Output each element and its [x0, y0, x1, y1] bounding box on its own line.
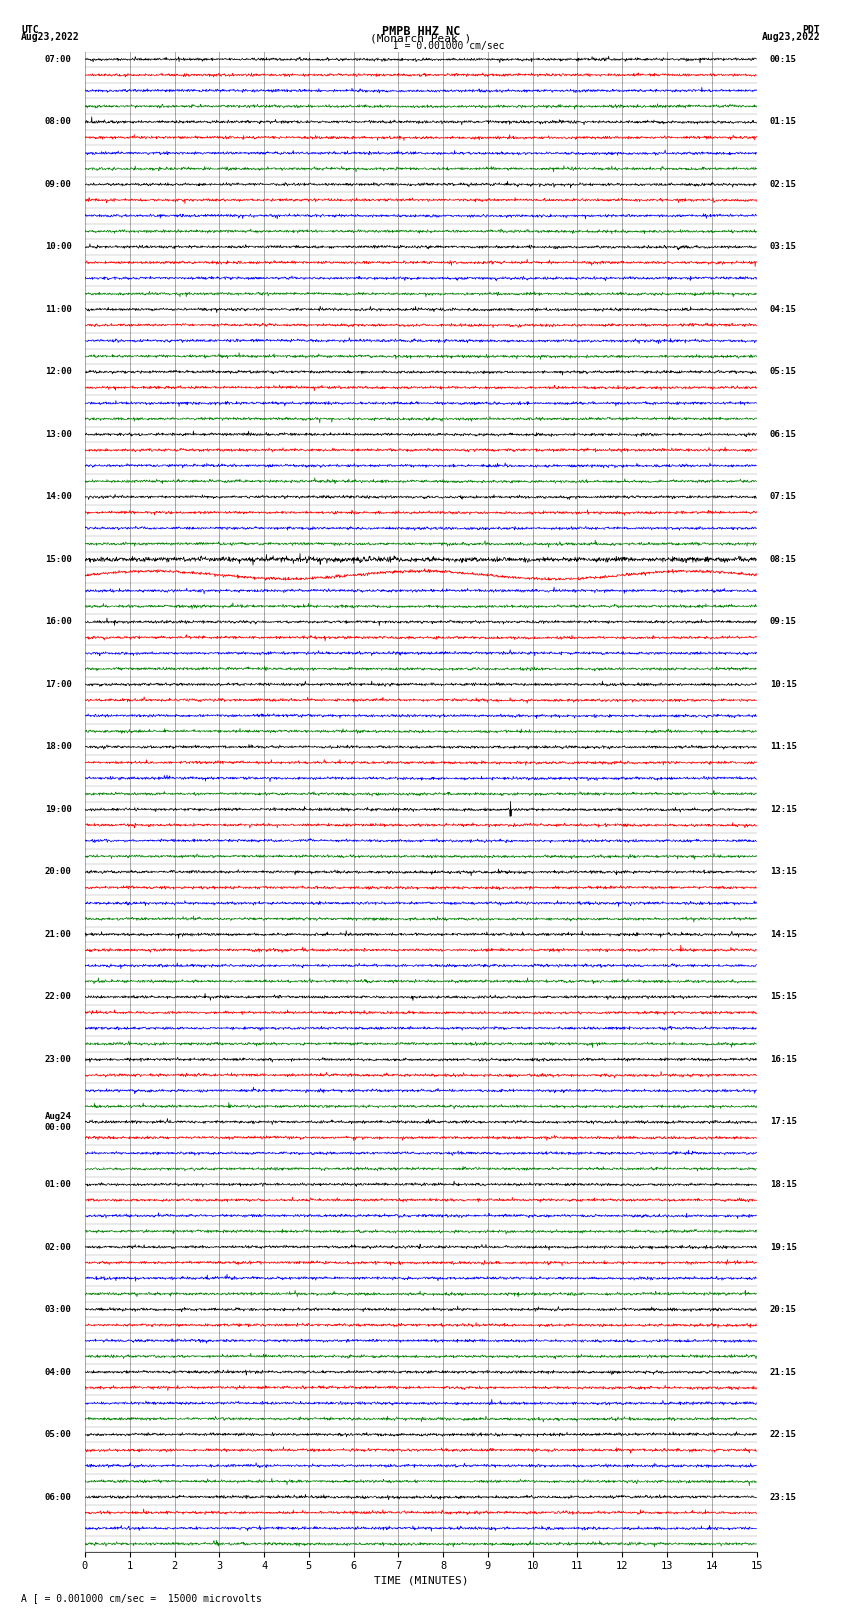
Text: 14:00: 14:00: [45, 492, 71, 502]
Text: PDT: PDT: [802, 24, 820, 35]
Text: 20:15: 20:15: [770, 1305, 796, 1315]
Text: 08:15: 08:15: [770, 555, 796, 565]
Text: 15:15: 15:15: [770, 992, 796, 1002]
Text: 08:00: 08:00: [45, 118, 71, 126]
Text: 07:15: 07:15: [770, 492, 796, 502]
Text: 21:15: 21:15: [770, 1368, 796, 1376]
Text: 02:15: 02:15: [770, 181, 796, 189]
Text: 19:15: 19:15: [770, 1242, 796, 1252]
Text: 10:15: 10:15: [770, 681, 796, 689]
Text: 05:00: 05:00: [45, 1431, 71, 1439]
Text: PMPB HHZ NC: PMPB HHZ NC: [382, 24, 460, 39]
Text: 16:15: 16:15: [770, 1055, 796, 1065]
Text: 21:00: 21:00: [45, 931, 71, 939]
Text: 11:00: 11:00: [45, 305, 71, 315]
Text: 20:00: 20:00: [45, 868, 71, 876]
Text: 17:00: 17:00: [45, 681, 71, 689]
Text: Aug24
00:00: Aug24 00:00: [45, 1113, 71, 1132]
X-axis label: TIME (MINUTES): TIME (MINUTES): [373, 1576, 468, 1586]
Text: 00:15: 00:15: [770, 55, 796, 65]
Text: 16:00: 16:00: [45, 618, 71, 626]
Text: 09:00: 09:00: [45, 181, 71, 189]
Text: 10:00: 10:00: [45, 242, 71, 252]
Text: 01:00: 01:00: [45, 1181, 71, 1189]
Text: 03:15: 03:15: [770, 242, 796, 252]
Text: 18:15: 18:15: [770, 1181, 796, 1189]
Text: 18:00: 18:00: [45, 742, 71, 752]
Text: 09:15: 09:15: [770, 618, 796, 626]
Text: 03:00: 03:00: [45, 1305, 71, 1315]
Text: 13:15: 13:15: [770, 868, 796, 876]
Text: 15:00: 15:00: [45, 555, 71, 565]
Text: 06:00: 06:00: [45, 1492, 71, 1502]
Text: A [ = 0.001000 cm/sec =  15000 microvolts: A [ = 0.001000 cm/sec = 15000 microvolts: [21, 1594, 262, 1603]
Text: 04:00: 04:00: [45, 1368, 71, 1376]
Text: I = 0.001000 cm/sec: I = 0.001000 cm/sec: [387, 40, 504, 52]
Text: Aug23,2022: Aug23,2022: [21, 32, 80, 42]
Text: 22:00: 22:00: [45, 992, 71, 1002]
Text: 02:00: 02:00: [45, 1242, 71, 1252]
Text: 12:00: 12:00: [45, 368, 71, 376]
Text: 22:15: 22:15: [770, 1431, 796, 1439]
Text: 12:15: 12:15: [770, 805, 796, 815]
Text: 05:15: 05:15: [770, 368, 796, 376]
Text: 19:00: 19:00: [45, 805, 71, 815]
Text: 23:00: 23:00: [45, 1055, 71, 1065]
Text: 07:00: 07:00: [45, 55, 71, 65]
Text: 14:15: 14:15: [770, 931, 796, 939]
Text: 06:15: 06:15: [770, 431, 796, 439]
Text: 23:15: 23:15: [770, 1492, 796, 1502]
Text: 04:15: 04:15: [770, 305, 796, 315]
Text: Aug23,2022: Aug23,2022: [762, 32, 820, 42]
Text: UTC: UTC: [21, 24, 39, 35]
Text: 11:15: 11:15: [770, 742, 796, 752]
Text: (Monarch Peak ): (Monarch Peak ): [370, 32, 472, 44]
Text: 13:00: 13:00: [45, 431, 71, 439]
Text: 17:15: 17:15: [770, 1118, 796, 1126]
Text: 01:15: 01:15: [770, 118, 796, 126]
